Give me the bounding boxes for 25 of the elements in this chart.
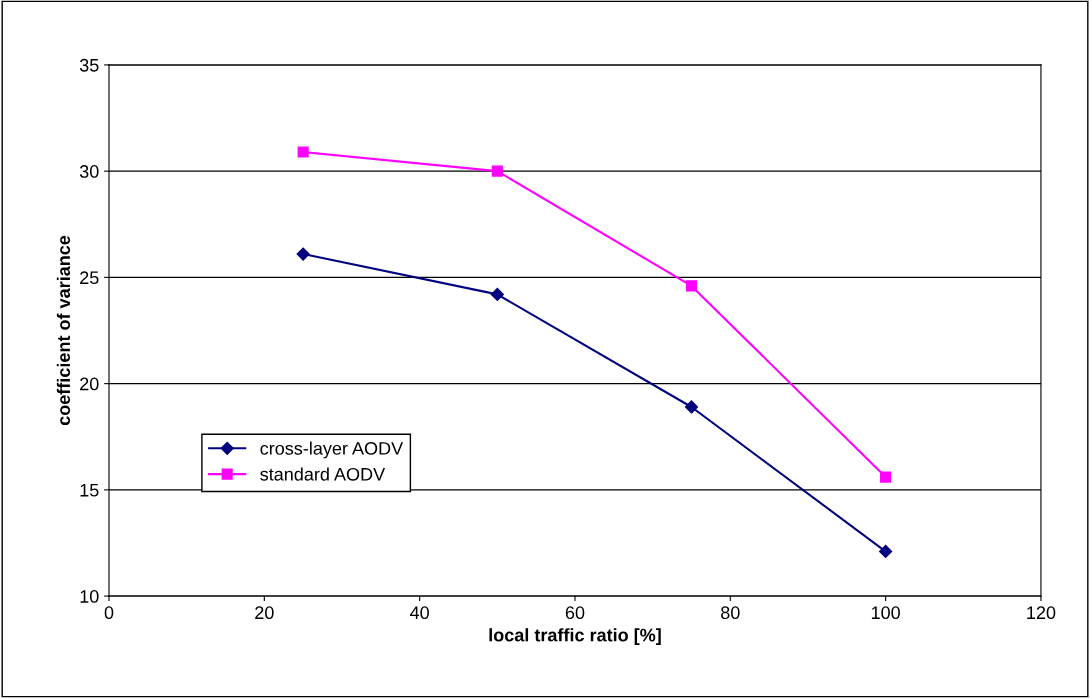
x-axis-title: local traffic ratio [%] — [489, 628, 661, 646]
x-tick-label: 120 — [1027, 606, 1056, 620]
x-tick-label: 60 — [565, 606, 585, 620]
x-tick-label: 20 — [255, 606, 274, 620]
point — [296, 247, 310, 261]
y-tick-label: 20 — [80, 377, 99, 391]
y-tick-label: 35 — [79, 58, 99, 72]
y-axis-title: coefficient of variance — [56, 235, 71, 426]
legend-label: cross-layer AODV — [260, 441, 404, 459]
point — [879, 544, 893, 559]
y-tick-label: 15 — [80, 483, 99, 497]
x-tick-label: 80 — [721, 606, 740, 620]
legend-label: standard AODV — [260, 467, 386, 481]
x-tick-label: 0 — [104, 606, 114, 620]
point — [491, 165, 503, 177]
point — [684, 400, 699, 414]
point — [880, 471, 892, 483]
point — [490, 287, 504, 301]
point — [297, 146, 309, 158]
y-tick-label: 25 — [80, 271, 99, 285]
x-tick-label: 100 — [871, 606, 900, 620]
x-tick-label: 40 — [410, 606, 429, 620]
point — [685, 280, 698, 292]
y-tick-label: 10 — [80, 590, 99, 603]
y-tick-label: 30 — [79, 165, 99, 178]
